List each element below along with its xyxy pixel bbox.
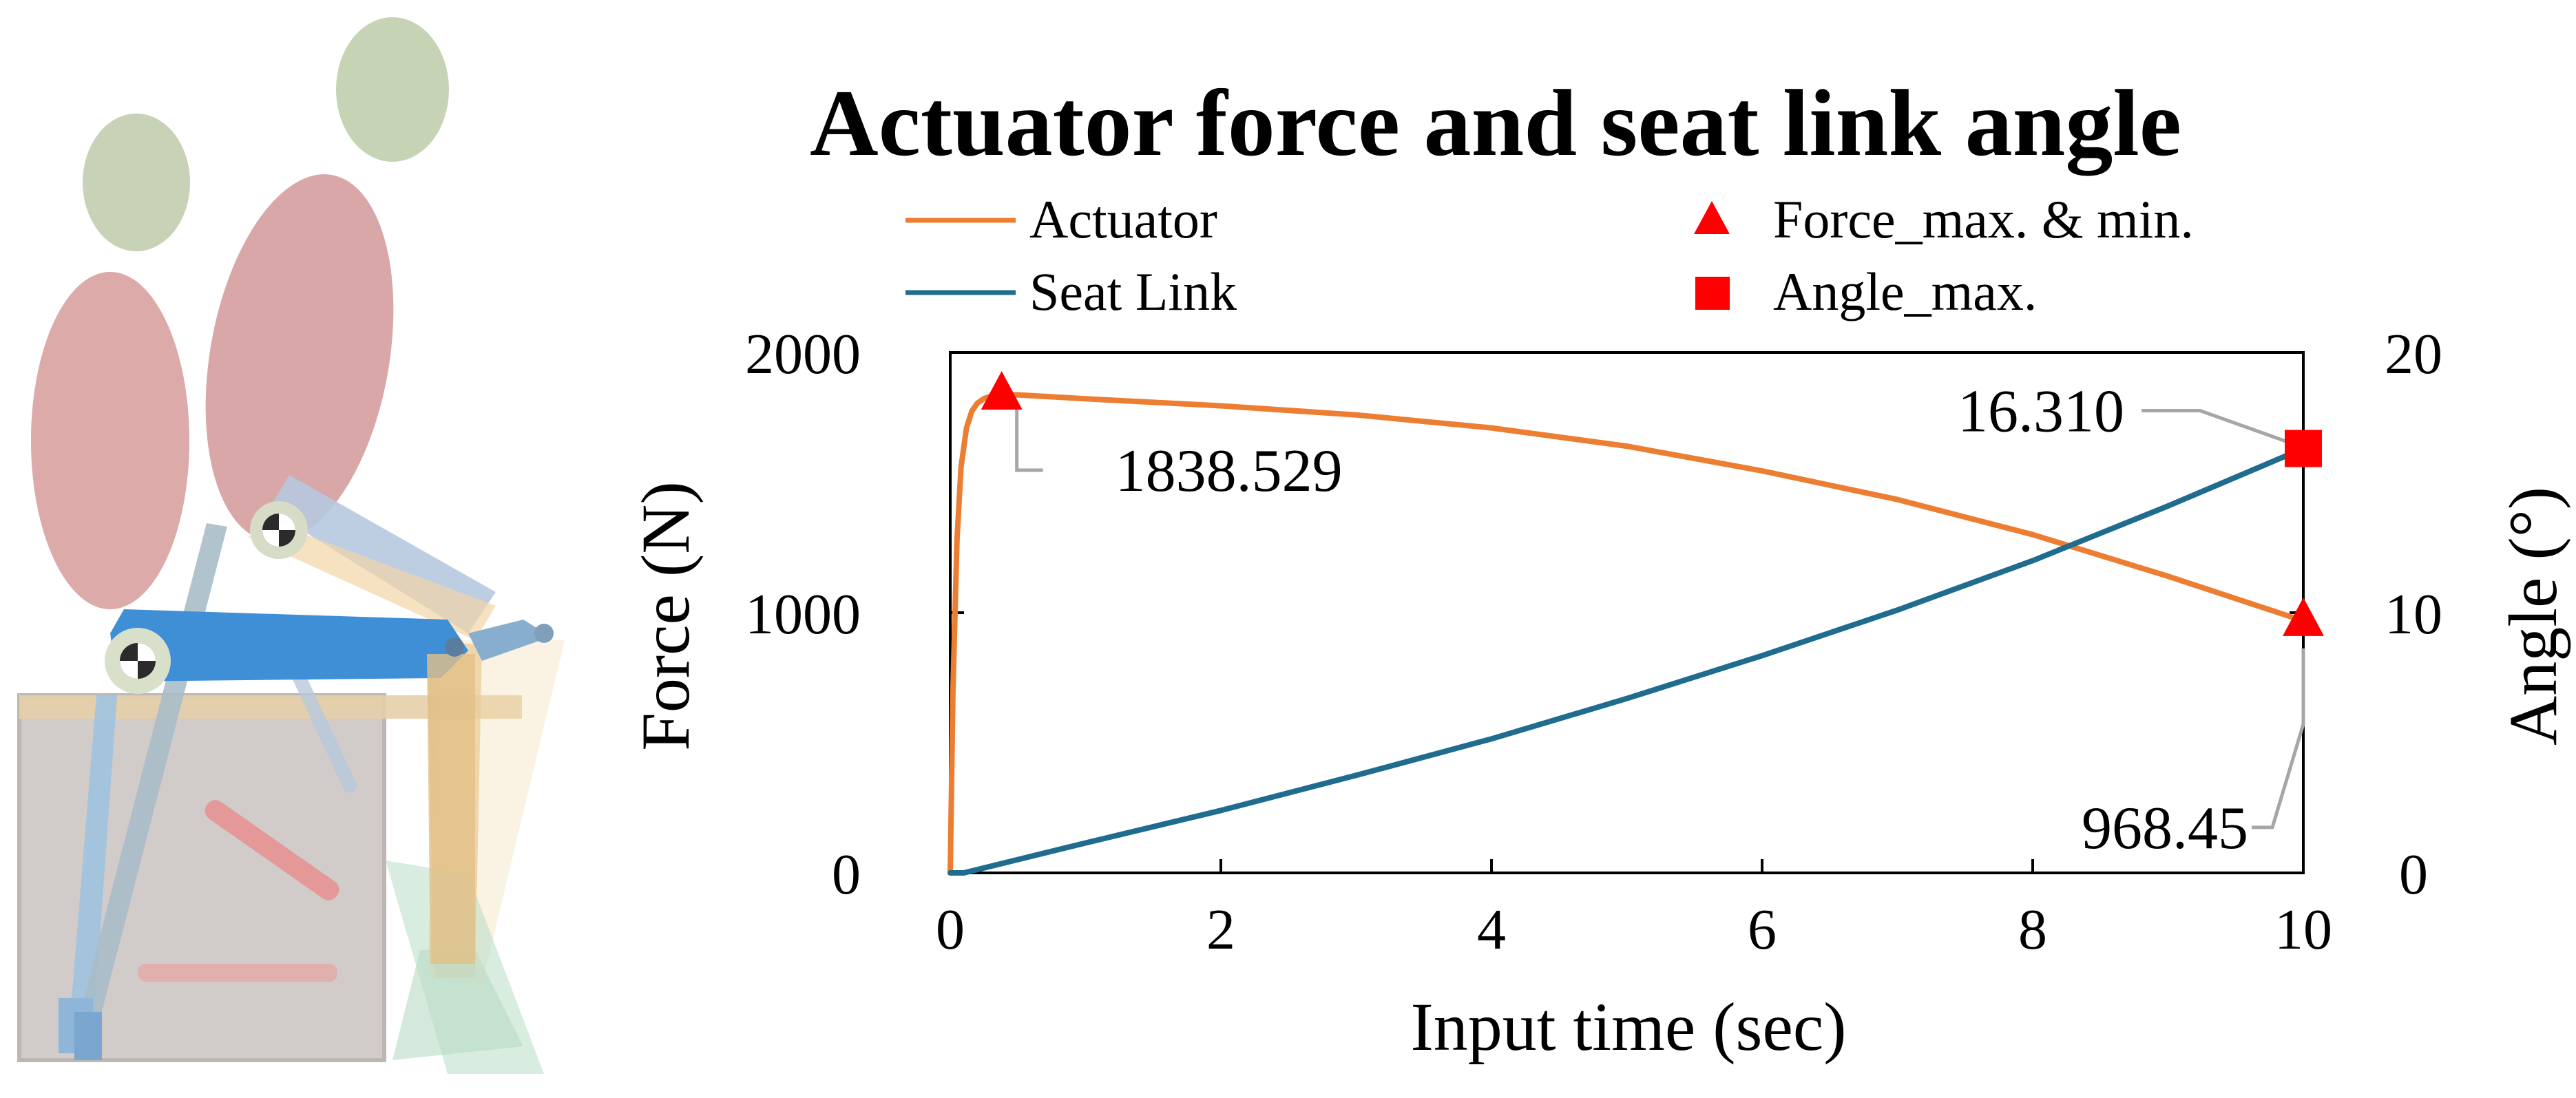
force-marker-triangle: [981, 371, 1023, 410]
legend-angle-marker: [1695, 277, 1730, 310]
x-tick-label: 6: [1748, 898, 1777, 962]
marker-value-label: 968.45: [2082, 795, 2248, 862]
x-tick-label: 10: [2274, 898, 2332, 962]
y-axis-right-label: Angle (°): [2495, 487, 2571, 746]
plot-axes: 0 2 4 6 8 10 0 1000 2000 0 10 20: [745, 322, 2442, 962]
force-marker-triangle: [2283, 597, 2324, 636]
series-line-seat-link: [947, 445, 2306, 876]
y-left-tick-label: 1000: [745, 582, 861, 646]
seated-human-model-illustration: [17, 17, 565, 1074]
angle-marker-square: [2285, 430, 2322, 467]
x-tick-label: 8: [2018, 898, 2047, 962]
legend-force-label: Force_max. & min.: [1773, 189, 2194, 249]
x-axis-label: Input time (sec): [1410, 989, 1846, 1065]
y-right-tick-label: 20: [2385, 322, 2442, 386]
x-tick-label: 2: [1206, 898, 1235, 962]
y-right-tick-label: 10: [2385, 582, 2442, 646]
legend-seat-link-label: Seat Link: [1029, 262, 1237, 321]
series-layer: [947, 392, 2306, 876]
y-left-tick-label: 2000: [745, 322, 861, 386]
marker-value-label: 1838.529: [1116, 438, 1343, 505]
y-right-tick-label: 0: [2399, 843, 2428, 907]
marker-value-label: 16.310: [1958, 378, 2124, 445]
marker-leader-line: [2142, 408, 2297, 447]
legend-angle-label: Angle_max.: [1773, 262, 2037, 321]
marker-layer: 1838.529 968.45 16.310: [981, 371, 2324, 862]
y-axis-left-label: Force (N): [627, 481, 704, 751]
y-left-tick-label: 0: [832, 843, 861, 907]
legend-force-marker: [1694, 201, 1730, 234]
legend-actuator-label: Actuator: [1029, 189, 1217, 249]
x-tick-label: 4: [1477, 898, 1506, 962]
chart-title: Actuator force and seat link angle: [810, 70, 2181, 176]
x-tick-label: 0: [936, 898, 965, 962]
marker-leader-line: [2252, 648, 2305, 830]
series-line-actuator: [947, 392, 2306, 876]
legend: Actuator Seat Link Force_max. & min. Ang…: [905, 189, 2194, 321]
marker-leader-line: [1015, 407, 1043, 472]
